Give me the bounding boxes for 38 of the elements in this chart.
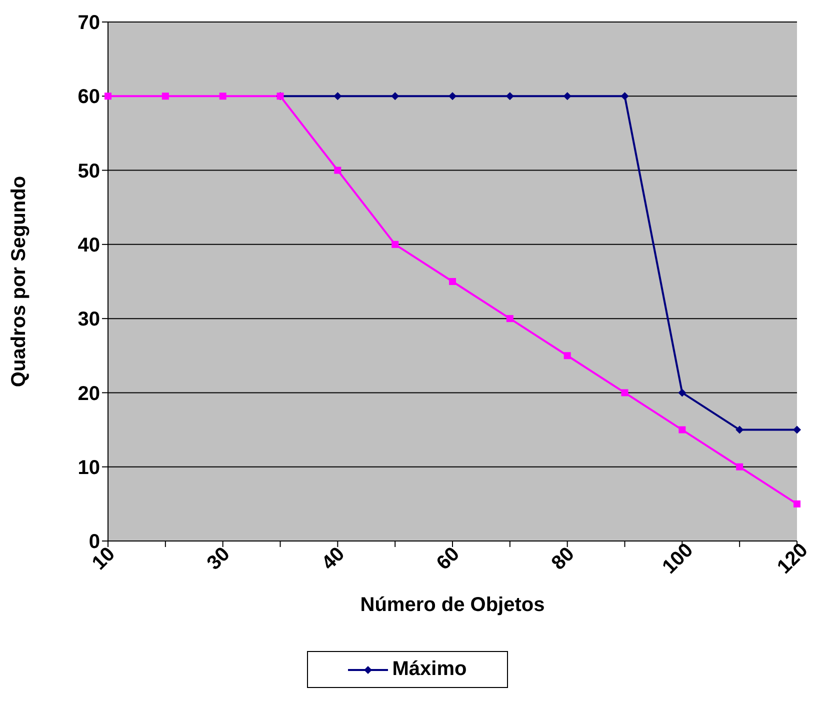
point: [563, 92, 572, 100]
point: [736, 426, 744, 434]
point: [678, 388, 686, 397]
y-tick-label: 60: [78, 86, 100, 108]
point: [506, 315, 514, 322]
point: [104, 92, 112, 100]
point: [448, 92, 456, 100]
y-tick-label: 40: [78, 234, 100, 257]
point: [334, 166, 342, 174]
y-tick-label: 30: [78, 308, 100, 331]
x-tick-label: 40: [318, 543, 350, 574]
y-tick-label: 20: [78, 382, 100, 405]
y-tick-label: 70: [78, 12, 100, 34]
y-tick-label: 0: [88, 531, 100, 554]
point: [391, 92, 400, 100]
legend-label: Máximo: [392, 658, 467, 681]
point: [219, 92, 226, 100]
point: [736, 463, 744, 470]
point: [162, 92, 169, 100]
point: [449, 278, 456, 285]
point: [678, 426, 686, 434]
point: [621, 389, 628, 396]
point: [794, 500, 800, 508]
x-tick-label: 60: [432, 543, 464, 574]
y-axis-title: Quadros por Segundo: [8, 176, 30, 388]
x-tick-label: 30: [202, 543, 234, 574]
x-tick-label: 100: [658, 539, 698, 578]
point: [620, 92, 629, 100]
x-tick-label: 120: [773, 539, 812, 578]
point: [506, 92, 514, 100]
point: [334, 92, 342, 100]
point: [564, 352, 571, 360]
x-axis-title: Número de Objetos: [360, 594, 545, 616]
y-tick-label: 10: [78, 456, 100, 479]
point: [392, 240, 399, 248]
x-tick-label: 80: [547, 543, 579, 574]
point: [793, 426, 801, 434]
y-tick-label: 50: [78, 160, 100, 182]
